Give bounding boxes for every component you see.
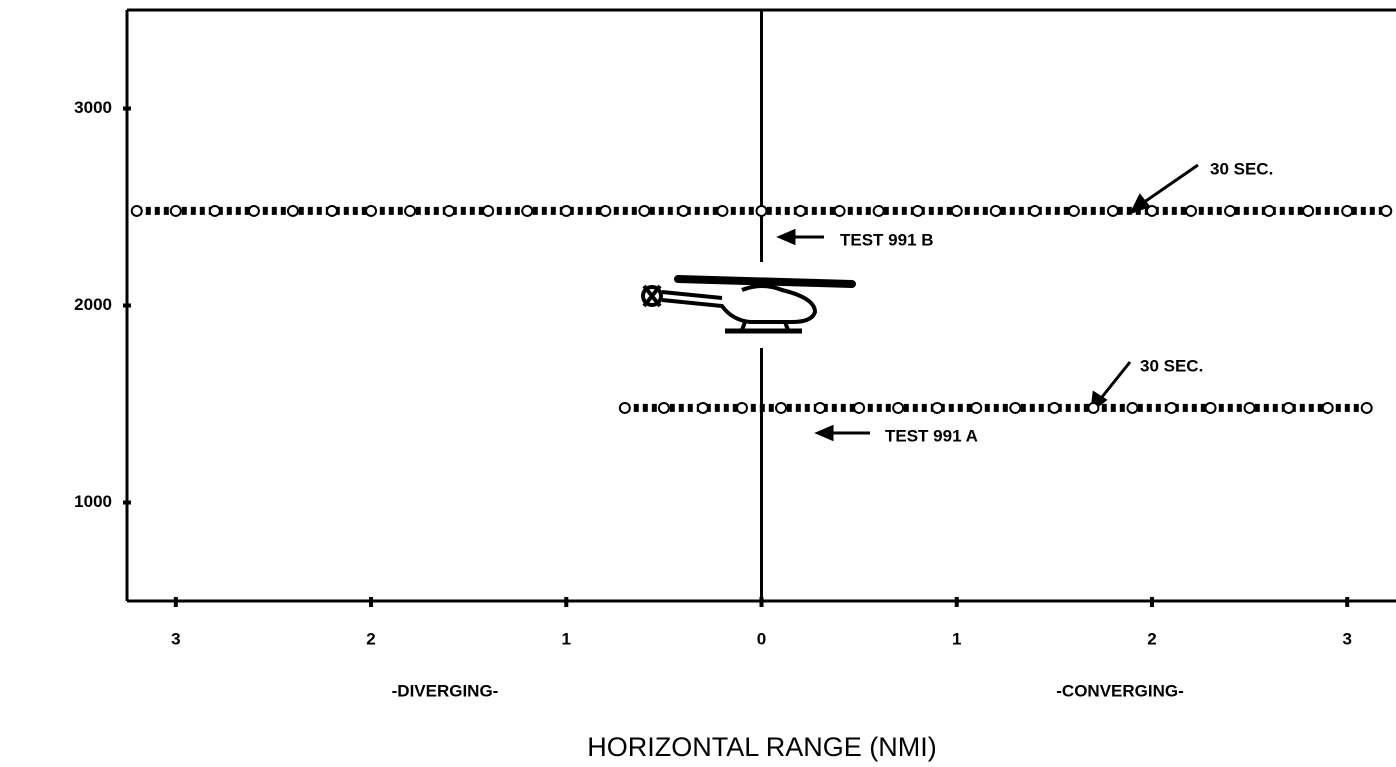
data-point bbox=[833, 204, 846, 217]
series-label: TEST 991 B bbox=[840, 230, 934, 249]
data-point bbox=[931, 401, 944, 414]
data-point bbox=[657, 401, 670, 414]
data-point bbox=[521, 204, 534, 217]
data-point bbox=[618, 401, 631, 414]
data-point bbox=[208, 204, 221, 217]
data-point bbox=[1224, 204, 1237, 217]
data-point bbox=[1243, 401, 1256, 414]
x-tick-label: 3 bbox=[1342, 629, 1351, 648]
data-point bbox=[404, 204, 417, 217]
data-point bbox=[1165, 401, 1178, 414]
data-point bbox=[1341, 204, 1354, 217]
data-point bbox=[1028, 204, 1041, 217]
data-point bbox=[1048, 401, 1061, 414]
data-point bbox=[1106, 204, 1119, 217]
data-point bbox=[794, 204, 807, 217]
x-tick-label: 2 bbox=[1147, 629, 1156, 648]
data-point bbox=[482, 204, 495, 217]
annotation: 30 SEC. bbox=[1140, 356, 1203, 375]
data-point bbox=[892, 401, 905, 414]
data-point bbox=[638, 204, 651, 217]
data-point bbox=[325, 204, 338, 217]
data-point bbox=[1204, 401, 1217, 414]
data-point bbox=[443, 204, 456, 217]
data-point bbox=[1263, 204, 1276, 217]
data-point bbox=[814, 401, 827, 414]
data-point bbox=[1302, 204, 1315, 217]
data-point bbox=[872, 204, 885, 217]
data-point bbox=[950, 204, 963, 217]
data-point bbox=[599, 204, 612, 217]
series-label: TEST 991 A bbox=[885, 426, 978, 445]
data-point bbox=[1087, 401, 1100, 414]
data-point bbox=[911, 204, 924, 217]
x-tick-label: 0 bbox=[757, 629, 766, 648]
data-point bbox=[1145, 204, 1158, 217]
x-tick-label: 2 bbox=[366, 629, 375, 648]
data-point bbox=[1126, 401, 1139, 414]
side-label: -CONVERGING- bbox=[1056, 681, 1184, 700]
data-point bbox=[1185, 204, 1198, 217]
helicopter-icon bbox=[641, 275, 856, 334]
data-point bbox=[775, 401, 788, 414]
y-tick-label: 1000 bbox=[74, 492, 112, 511]
data-point bbox=[130, 204, 143, 217]
y-tick-label: 3000 bbox=[74, 98, 112, 117]
x-tick-label: 1 bbox=[952, 629, 961, 648]
data-point bbox=[716, 204, 729, 217]
data-point bbox=[970, 401, 983, 414]
data-point bbox=[1009, 401, 1022, 414]
side-label: -DIVERGING- bbox=[392, 681, 499, 700]
data-point bbox=[696, 401, 709, 414]
data-point bbox=[1282, 401, 1295, 414]
data-point bbox=[1360, 401, 1373, 414]
x-axis-title: HORIZONTAL RANGE (NMI) bbox=[587, 732, 937, 762]
data-point bbox=[286, 204, 299, 217]
data-point bbox=[735, 401, 748, 414]
y-tick-label: 2000 bbox=[74, 295, 112, 314]
x-tick-label: 3 bbox=[171, 629, 180, 648]
data-point bbox=[677, 204, 690, 217]
data-point bbox=[755, 204, 768, 217]
data-point bbox=[169, 204, 182, 217]
data-point bbox=[365, 204, 378, 217]
data-point bbox=[1321, 401, 1334, 414]
data-point bbox=[989, 204, 1002, 217]
annotation: 30 SEC. bbox=[1210, 159, 1273, 178]
data-point bbox=[1380, 204, 1393, 217]
data-point bbox=[247, 204, 260, 217]
x-tick-label: 1 bbox=[562, 629, 571, 648]
data-point bbox=[1067, 204, 1080, 217]
data-point bbox=[853, 401, 866, 414]
data-point bbox=[560, 204, 573, 217]
